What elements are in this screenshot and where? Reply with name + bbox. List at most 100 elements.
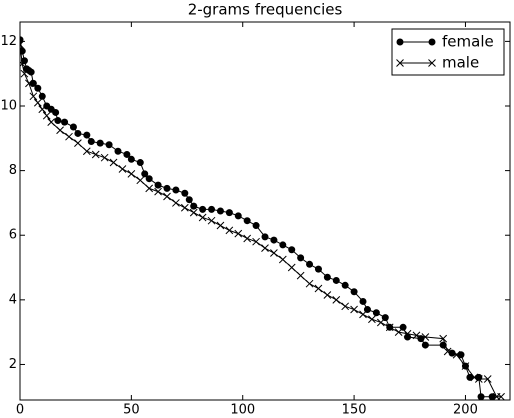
marker (439, 341, 447, 349)
marker (448, 349, 456, 357)
y-tick-label: 2 (9, 357, 17, 372)
marker (180, 203, 189, 212)
marker (216, 207, 224, 215)
marker (457, 351, 465, 359)
marker (208, 205, 216, 213)
marker (381, 314, 389, 322)
plot-area (20, 36, 505, 400)
marker (270, 249, 278, 257)
marker (154, 181, 162, 189)
marker (252, 237, 260, 246)
marker (417, 335, 425, 343)
marker (172, 186, 180, 194)
marker (163, 184, 171, 192)
x-tick-label: 50 (123, 403, 140, 418)
marker (497, 392, 505, 400)
marker (288, 246, 296, 254)
marker (172, 199, 180, 207)
marker (74, 139, 82, 148)
marker (127, 169, 136, 178)
marker (190, 202, 198, 210)
marker (234, 212, 242, 220)
marker (136, 176, 145, 185)
marker (123, 150, 131, 158)
marker (287, 263, 296, 272)
marker (372, 309, 380, 317)
marker (207, 216, 216, 225)
marker (154, 187, 162, 196)
marker (323, 273, 331, 281)
legend-label: male (442, 54, 479, 72)
y-tick-label: 12 (0, 34, 17, 49)
marker (225, 209, 233, 217)
legend-label: female (442, 33, 494, 51)
marker (189, 208, 198, 217)
marker (198, 213, 207, 222)
marker (114, 147, 122, 155)
marker (278, 255, 287, 264)
marker (100, 153, 109, 162)
marker (305, 279, 314, 288)
marker (439, 334, 448, 343)
x-tick-label: 0 (16, 403, 24, 418)
marker (314, 265, 322, 273)
marker (181, 189, 189, 197)
marker (359, 297, 367, 305)
marker (279, 241, 287, 249)
plot-frame (19, 21, 511, 401)
series-line (20, 44, 502, 398)
marker (20, 36, 24, 44)
x-tick-label: 100 (230, 403, 255, 418)
marker (42, 111, 51, 120)
marker (91, 150, 100, 159)
marker (216, 221, 225, 230)
marker (109, 158, 118, 167)
series-line (20, 39, 493, 398)
marker (404, 333, 412, 341)
marker (83, 131, 91, 139)
marker (461, 362, 469, 370)
marker (428, 59, 436, 67)
marker (314, 284, 323, 293)
marker (421, 341, 429, 349)
marker (332, 295, 341, 304)
marker (488, 393, 496, 400)
marker (54, 117, 62, 125)
marker (96, 139, 104, 147)
marker (34, 84, 42, 92)
marker (27, 68, 35, 76)
marker (386, 323, 394, 331)
marker (105, 141, 113, 149)
marker (243, 234, 252, 243)
x-tick-label: 200 (453, 403, 478, 418)
marker (261, 244, 269, 253)
marker (29, 79, 37, 87)
marker (61, 118, 69, 126)
marker (297, 254, 305, 262)
chart-title: 2-grams frequencies (188, 1, 343, 19)
marker (296, 271, 305, 280)
marker (20, 57, 28, 65)
marker (141, 170, 149, 178)
y-tick-label: 8 (9, 163, 17, 178)
marker (341, 281, 349, 289)
marker (252, 222, 260, 230)
marker (199, 205, 207, 213)
marker (33, 98, 42, 107)
marker (185, 196, 193, 204)
marker (65, 132, 73, 141)
marker (428, 38, 436, 46)
marker (341, 302, 350, 311)
marker (332, 276, 340, 284)
marker (363, 306, 371, 314)
marker (396, 38, 404, 46)
marker (38, 92, 46, 100)
marker (118, 165, 127, 173)
marker (82, 147, 91, 156)
marker (47, 118, 56, 127)
x-tick-label: 150 (342, 403, 367, 418)
marker (74, 129, 82, 137)
marker (234, 229, 243, 238)
